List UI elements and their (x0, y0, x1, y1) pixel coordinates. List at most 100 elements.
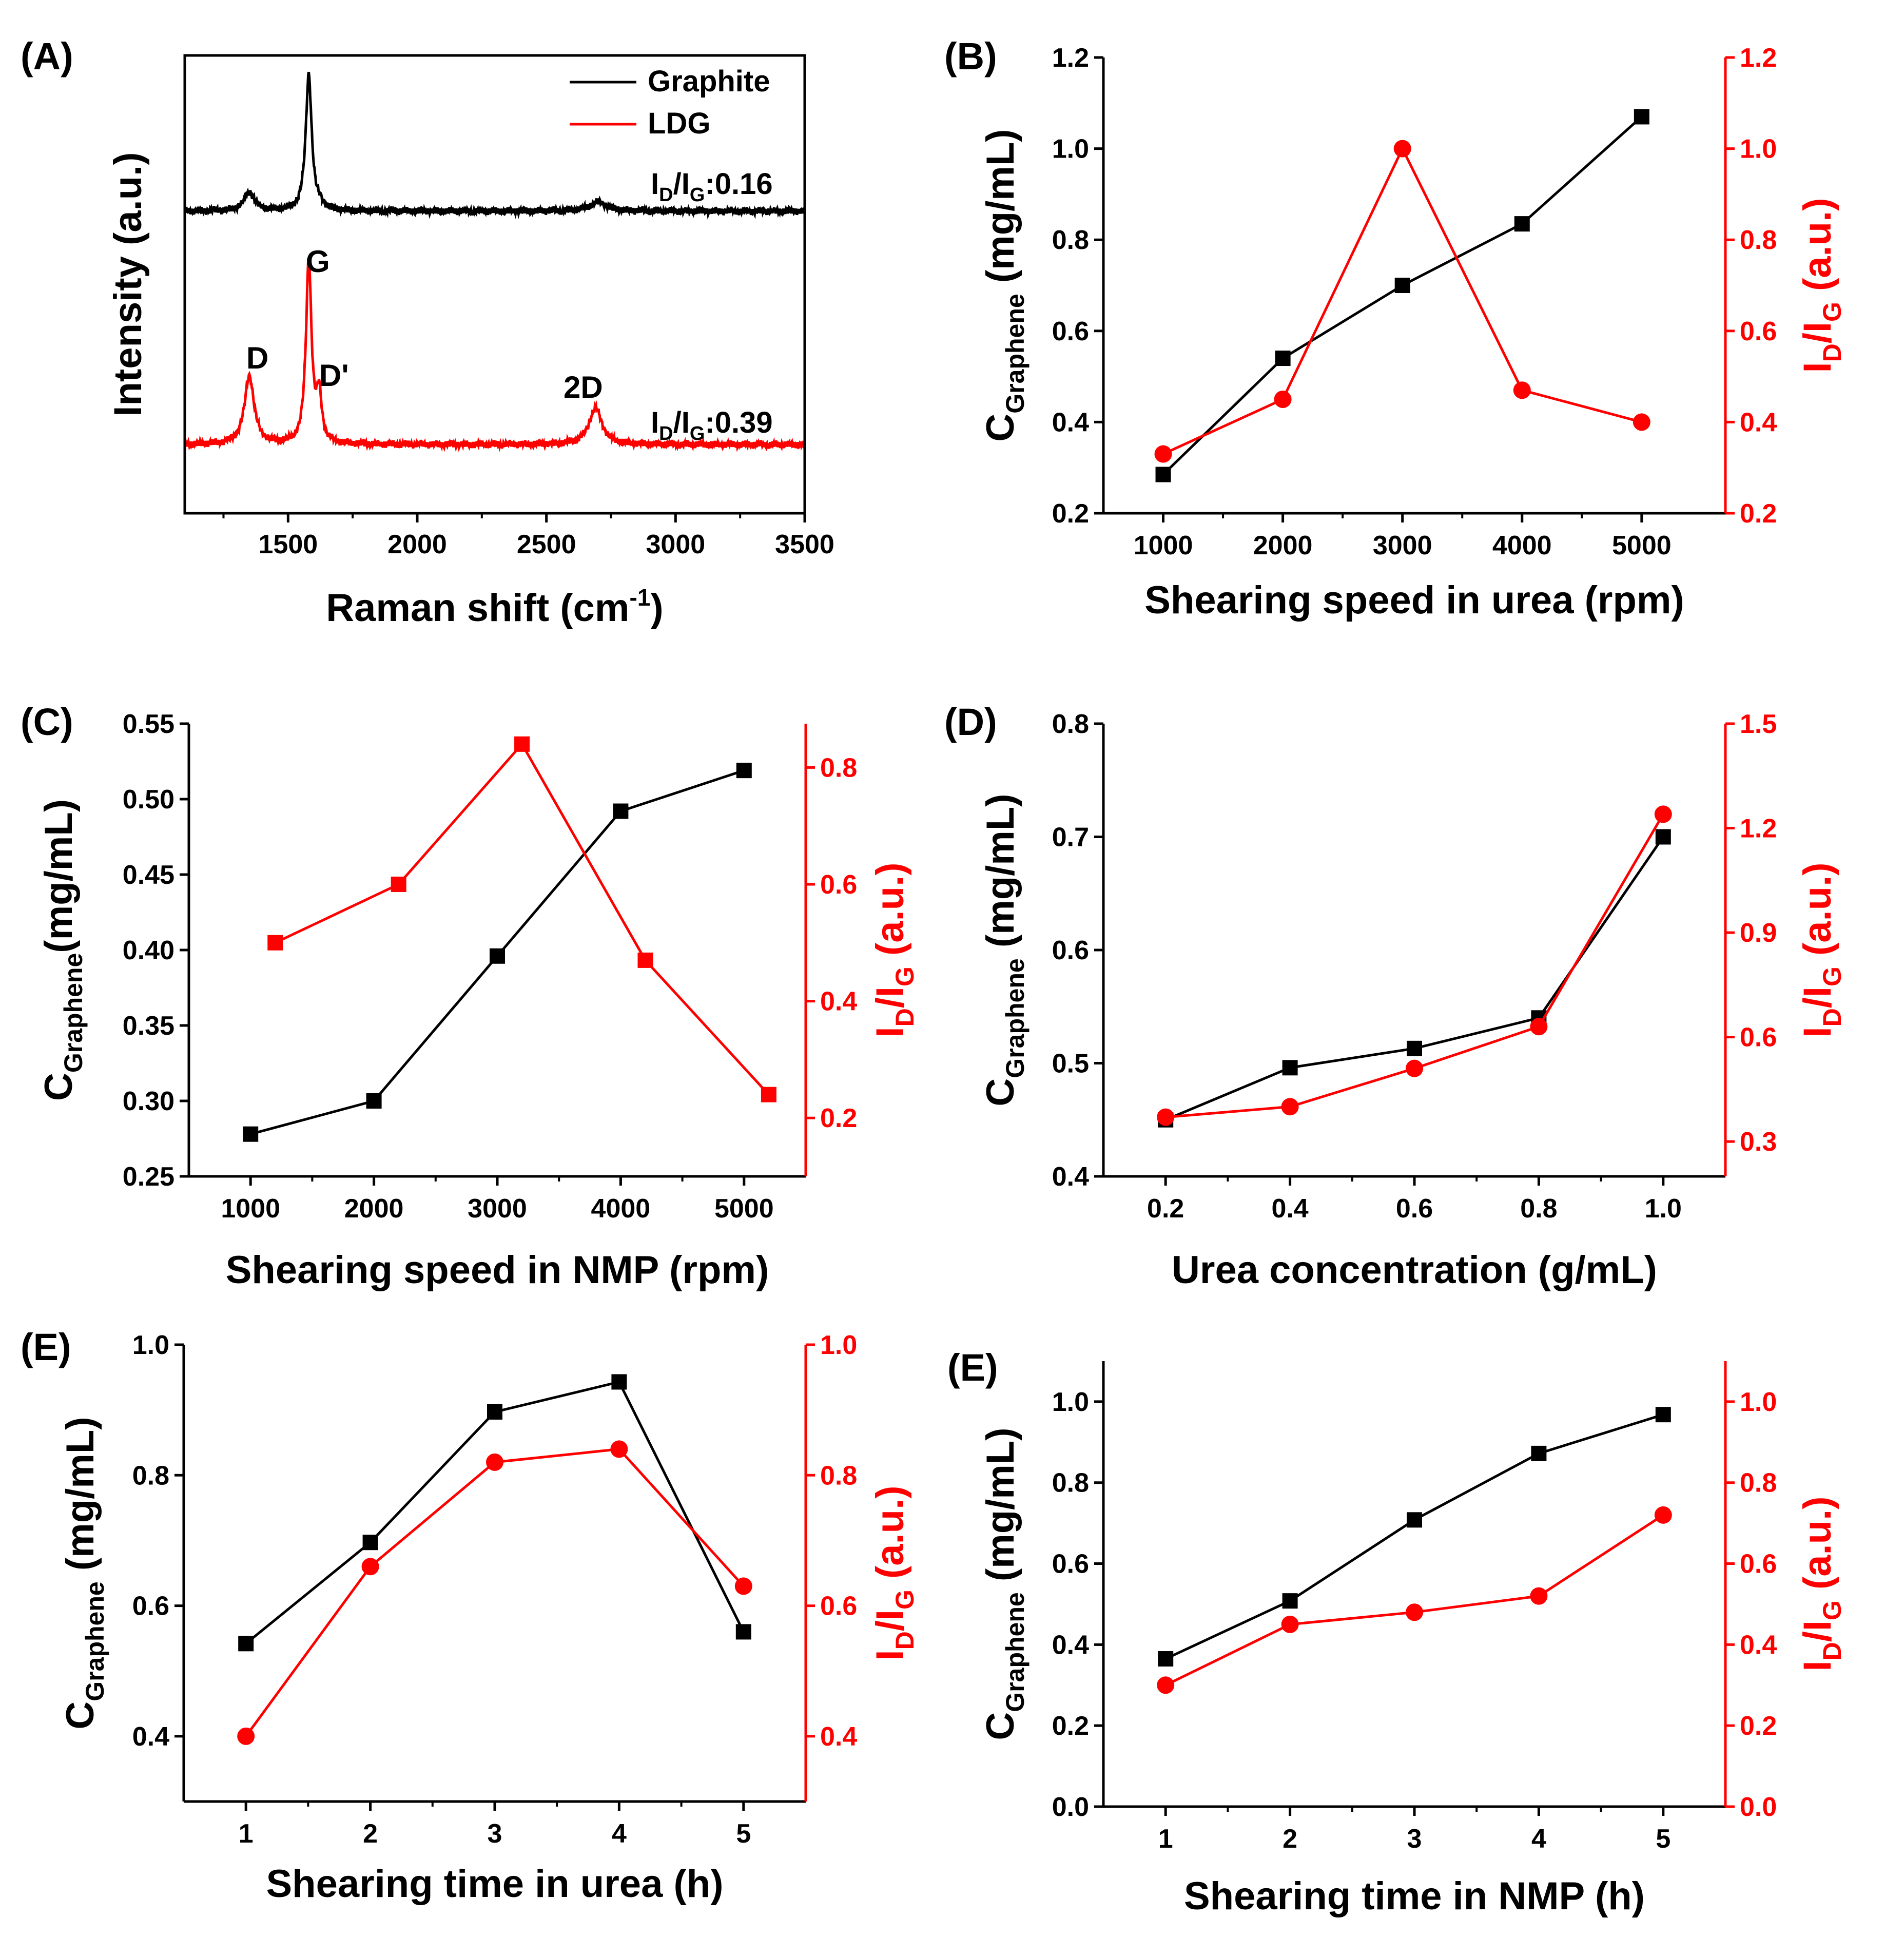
data-point-e1-1 (486, 1453, 503, 1471)
y-axis-label-right-mid-d: /I (1796, 986, 1839, 1008)
y-axis-label-left-sub-e2: Graphene (1001, 1592, 1029, 1712)
y-right-tick-label-e2: 0.8 (1740, 1468, 1777, 1498)
y-right-tick-label-b: 0.6 (1740, 317, 1777, 346)
data-point-e2-0 (1655, 1407, 1671, 1423)
legend-label-ldg: LDG (648, 107, 710, 140)
data-point-d-0 (1655, 829, 1671, 845)
y-right-tick-label-e1: 0.4 (820, 1722, 857, 1752)
y-axis-label-right-e1: ID/IG (a.u.) (868, 1485, 919, 1660)
y-axis-label-right-unit-e2: (a.u.) (1796, 1496, 1839, 1600)
y-axis-label-right-d: ID/IG (a.u.) (1796, 862, 1847, 1037)
y-left-tick-label-e2: 0.0 (1052, 1792, 1089, 1822)
y-right-tick-label-c: 0.2 (820, 1103, 857, 1133)
y-axis-label-right-mid-b: /I (1796, 322, 1839, 343)
x-tick-label-c: 5000 (714, 1194, 774, 1224)
y-left-tick-label-b: 0.6 (1052, 317, 1089, 346)
x-tick-label-a: 1500 (258, 530, 318, 559)
y-right-tick-label-e1: 1.0 (820, 1330, 857, 1360)
y-right-tick-label-b: 1.0 (1740, 134, 1777, 164)
data-point-b-1 (1633, 413, 1650, 431)
y-axis-label-right-sub-d-b: D (1818, 343, 1847, 362)
ratio-label-graphite-value: :0.16 (705, 167, 772, 201)
y-right-tick-label-e2: 0.6 (1740, 1549, 1777, 1579)
x-tick-label-c: 3000 (468, 1194, 527, 1224)
y-left-tick-label-d: 0.7 (1052, 823, 1089, 853)
y-left-tick-label-b: 0.4 (1052, 408, 1089, 437)
x-tick-label-a: 2000 (387, 530, 447, 559)
panel-label-a: (A) (21, 35, 73, 78)
ratio-label-graphite-sub-g: G (690, 184, 705, 206)
data-point-d-1 (1406, 1059, 1423, 1077)
y-left-tick-label-c: 0.55 (123, 709, 174, 739)
panel-d: (D) 0.2 0.4 0.6 0.8 1.0 0.4 0.5 0.6 0.7 0.8 0.3 0.6 0… (944, 701, 1847, 1292)
y-axis-label-left-main-e1: C (59, 1701, 102, 1730)
ratio-label-graphite: ID/IG:0.16 (651, 167, 773, 206)
data-point-e1-0 (238, 1636, 254, 1652)
x-tick-label-e1: 1 (239, 1819, 254, 1849)
x-tick-label-b: 3000 (1373, 531, 1432, 560)
y-left-tick-label-e2: 0.2 (1052, 1711, 1089, 1741)
data-point-e2-1 (1281, 1615, 1299, 1633)
data-point-c-0 (243, 1126, 259, 1142)
panel-c: (C) 1000 2000 3000 4000 5000 0.25 0.30 0.35 0.40 0… (21, 701, 919, 1292)
data-point-b-1 (1513, 381, 1531, 399)
x-tick-label-e1: 4 (612, 1819, 627, 1849)
x-tick-label-d: 0.8 (1520, 1194, 1557, 1224)
y-axis-label-right-unit-d: (a.u.) (1796, 862, 1839, 966)
y-axis-label-left-main-e2: C (979, 1712, 1022, 1740)
y-axis-label-left-unit-e1: (mg/mL) (59, 1417, 102, 1581)
peak-label-d: D (246, 341, 268, 375)
y-axis-label-left-sub-d: Graphene (1001, 958, 1029, 1078)
y-axis-label-right-i-d: I (1796, 1026, 1839, 1037)
ratio-label-ldg-sub-g: G (690, 423, 705, 444)
x-tick-label-a: 3500 (775, 530, 834, 559)
series-line-e1-1 (245, 1447, 745, 1737)
y-axis-label-left-b: CGraphene (mg/mL) (979, 129, 1029, 441)
y-left-tick-label-c: 0.45 (123, 860, 174, 890)
series-line-e2-0 (1165, 1413, 1664, 1660)
data-point-e1-0 (611, 1374, 627, 1390)
y-left-tick-label-e2: 0.4 (1052, 1630, 1089, 1660)
y-right-tick-label-c: 0.8 (820, 753, 857, 783)
data-point-c-0 (490, 948, 505, 964)
y-right-tick-label-d: 0.6 (1740, 1023, 1777, 1053)
y-axis-label-right-sub-d-c: D (890, 1008, 919, 1026)
x-tick-label-d: 0.4 (1271, 1194, 1308, 1224)
panel-e2: (E) 1 2 3 4 5 0.0 0.2 0.4 0.6 0.8 1.0 0.0 0.2 0.4 0.6 0.… (947, 1346, 1847, 1918)
y-left-tick-label-e1: 0.4 (132, 1722, 169, 1752)
data-point-e2-0 (1407, 1512, 1422, 1528)
x-tick-label-c: 1000 (221, 1194, 280, 1224)
series-line-c-1 (275, 742, 770, 1096)
y-axis-label-right-i-e2: I (1796, 1660, 1839, 1671)
y-axis-label-right-i-b: I (1796, 362, 1839, 373)
data-point-d-1 (1654, 805, 1672, 823)
data-point-e1-0 (362, 1535, 378, 1551)
data-point-e2-1 (1530, 1587, 1548, 1605)
data-point-c-0 (736, 763, 752, 779)
y-axis-label-right-sub-d-e2: D (1818, 1642, 1847, 1660)
x-axis-label-e2: Shearing time in NMP (h) (1184, 1874, 1645, 1918)
y-axis-label-left-unit-b: (mg/mL) (979, 129, 1022, 294)
y-axis-label-right-sub-d-e1: D (890, 1631, 919, 1650)
y-axis-label-right-i-e1: I (868, 1650, 912, 1660)
panel-label-e1: (E) (21, 1326, 71, 1368)
data-point-e1-1 (237, 1727, 255, 1745)
x-axis-label-a-sup: -1 (630, 584, 651, 611)
x-tick-label-e2: 2 (1283, 1824, 1297, 1854)
y-axis-label-left-main-c: C (37, 1073, 81, 1101)
y-axis-label-left-sub-c: Graphene (59, 953, 88, 1073)
ratio-label-graphite-i: I (651, 167, 659, 201)
y-axis-label-left-e1: CGraphene (mg/mL) (59, 1417, 109, 1729)
y-axis-label-right-sub-g-c: G (890, 966, 919, 986)
panel-label-b: (B) (944, 35, 997, 78)
y-axis-label-right-unit-b: (a.u.) (1796, 198, 1839, 302)
x-tick-label-e1: 3 (488, 1819, 502, 1849)
y-left-tick-label-e1: 1.0 (132, 1330, 169, 1360)
y-left-tick-label-c: 0.30 (123, 1087, 174, 1116)
y-axis-label-left-unit-c: (mg/mL) (37, 799, 81, 953)
x-tick-label-d: 0.6 (1396, 1194, 1433, 1224)
y-right-tick-label-e1: 0.6 (820, 1592, 857, 1621)
data-point-d-1 (1281, 1098, 1299, 1116)
x-axis-label-b: Shearing speed in urea (rpm) (1144, 578, 1684, 622)
